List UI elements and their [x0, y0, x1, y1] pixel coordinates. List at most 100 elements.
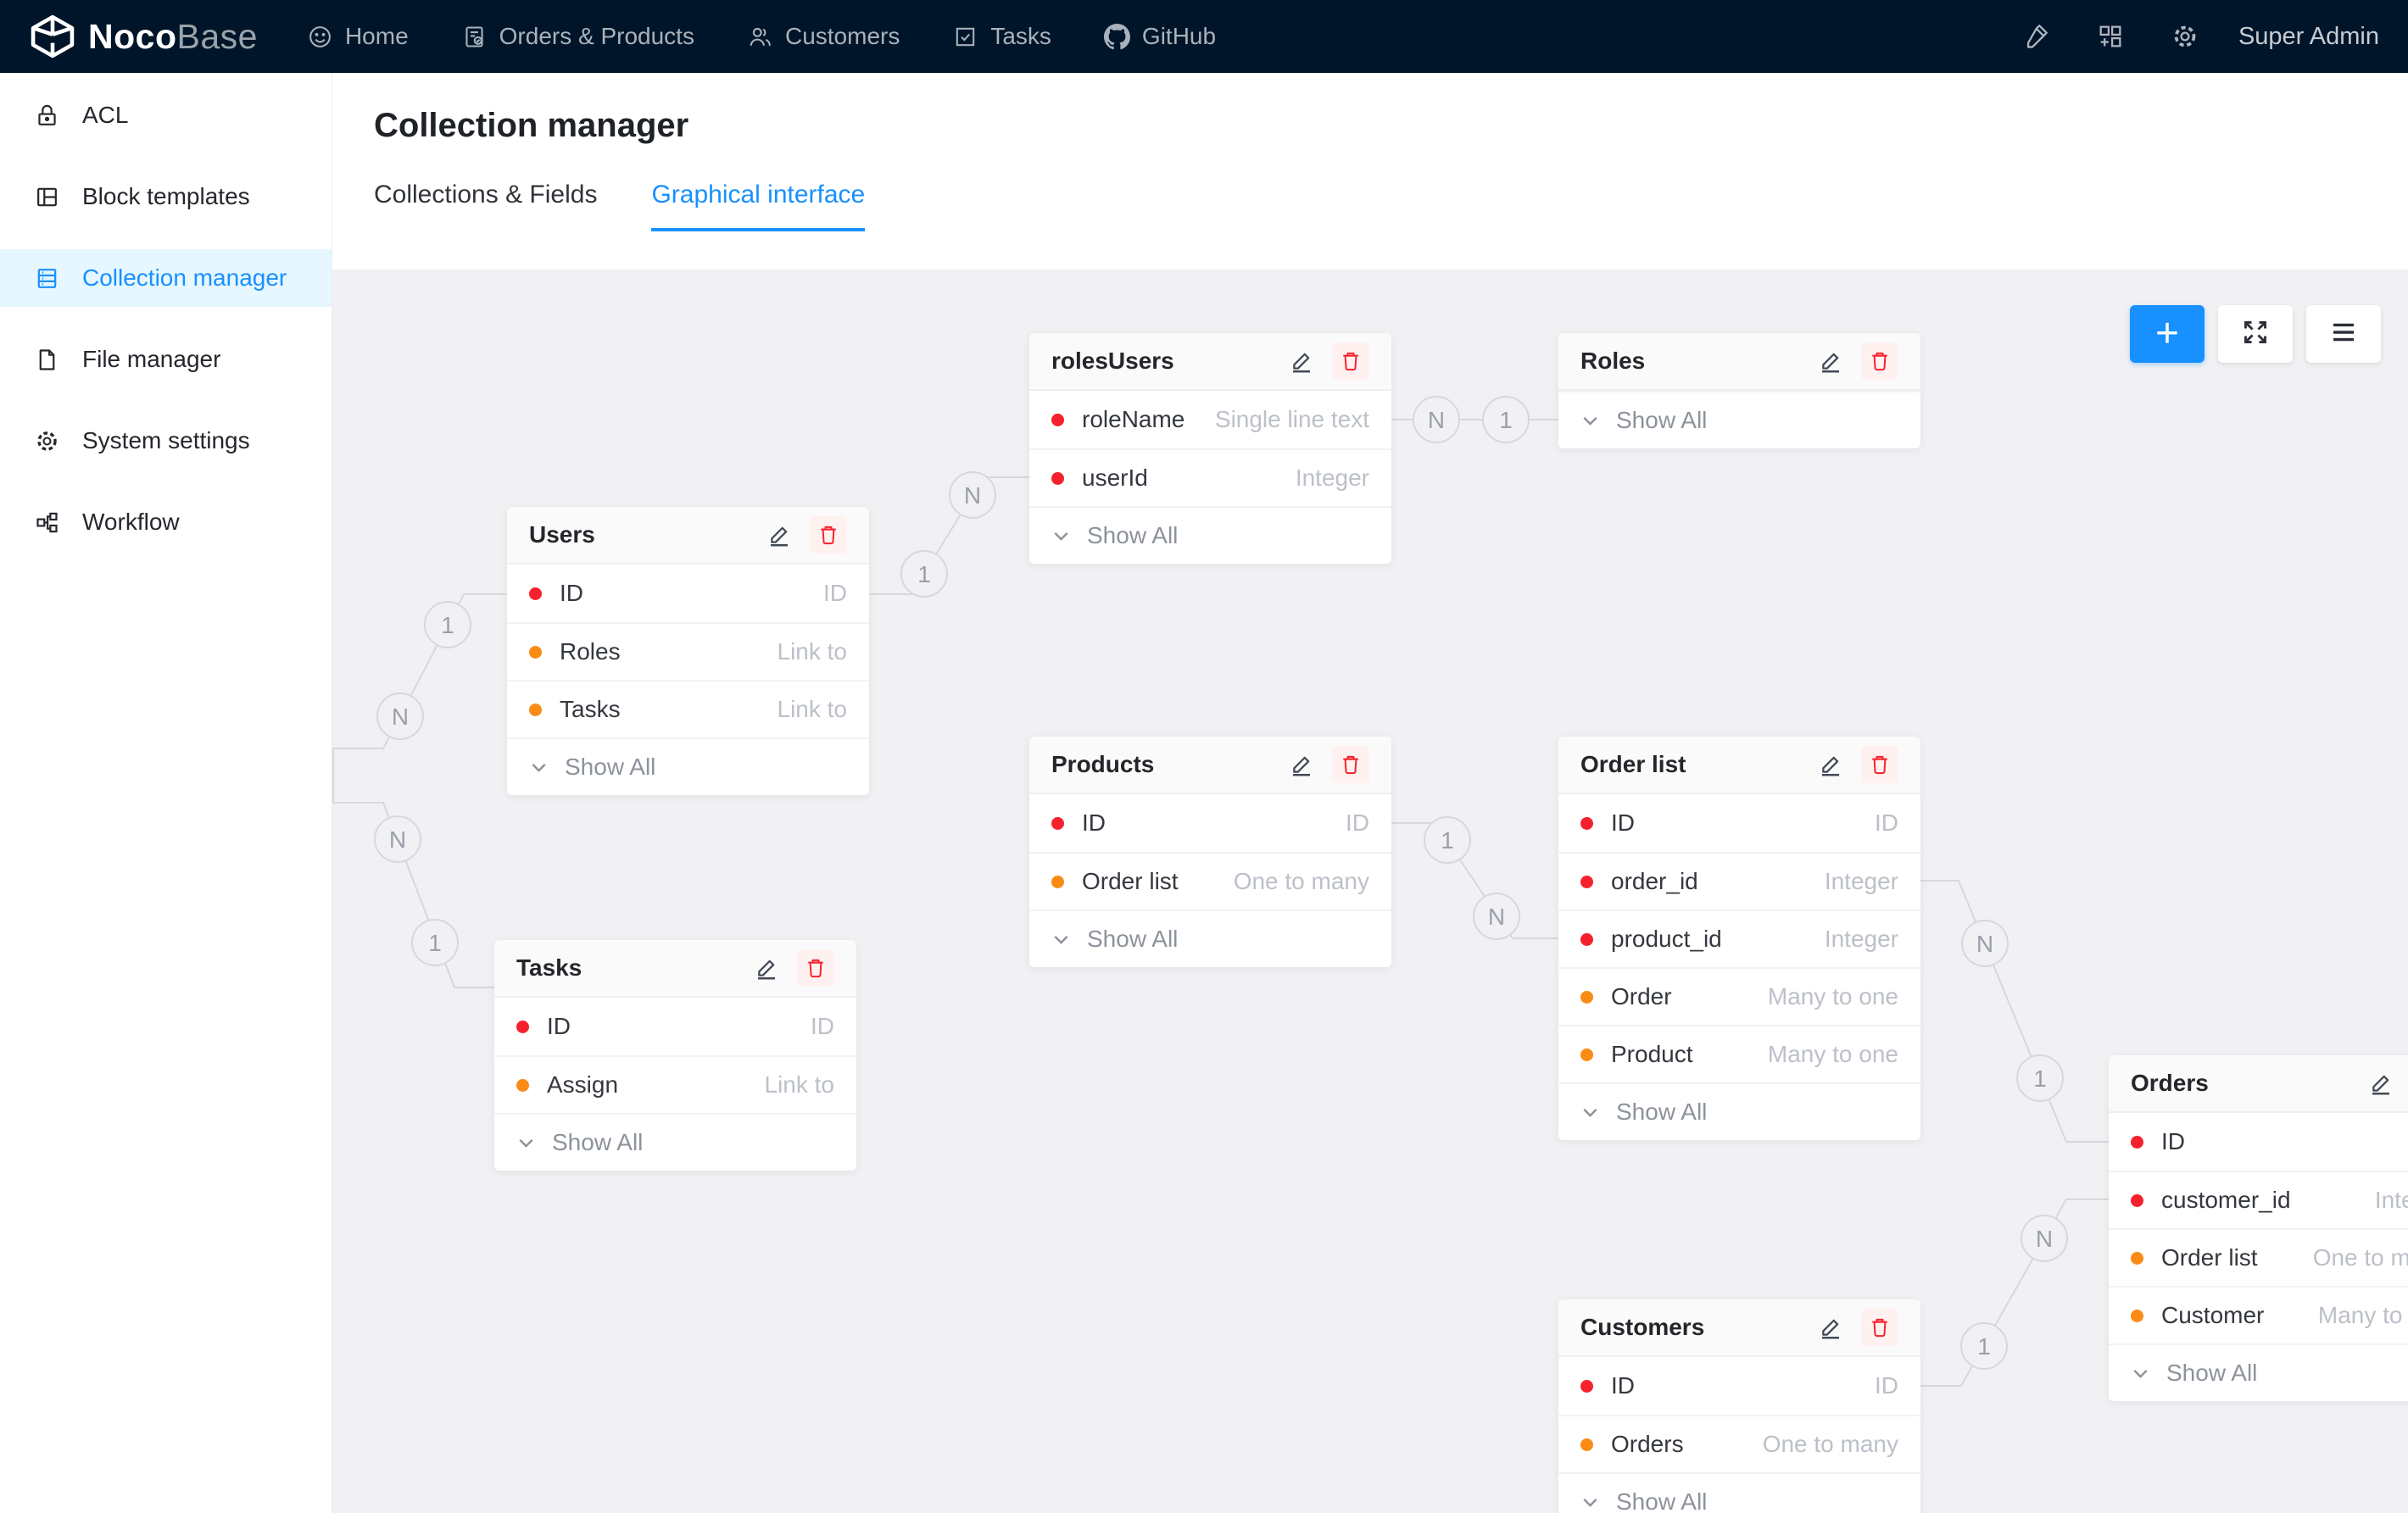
delete-collection-button[interactable] [810, 516, 847, 553]
edit-collection-button[interactable] [1817, 751, 1844, 778]
edit-collection-button[interactable] [1288, 348, 1315, 375]
er-diagram-canvas[interactable]: N 1 1 N 1 N N 1 1 N N 1 1 N [332, 270, 2408, 1513]
edit-collection-button[interactable] [1817, 348, 1844, 375]
nav-item-home[interactable]: Home [307, 0, 409, 73]
show-all-toggle-roles[interactable]: Show All [1558, 391, 1920, 448]
tab-graphical-interface[interactable]: Graphical interface [651, 181, 866, 231]
show-all-label: Show All [1616, 1488, 1708, 1513]
edit-collection-button[interactable] [2367, 1070, 2394, 1097]
collection-title: Roles [1580, 348, 1646, 374]
collection-card-users[interactable]: Users ID ID Roles Link to Tasks Link to [507, 507, 869, 795]
fullscreen-icon [2240, 317, 2271, 352]
hamburger-menu-icon [2328, 317, 2359, 352]
github-icon [1103, 23, 1130, 50]
connector-customers-orders: 1 N [1920, 1199, 2109, 1387]
field-name: ID [2161, 1128, 2185, 1154]
orange-dot-icon [1580, 1048, 1593, 1061]
trash-icon [1868, 753, 1892, 776]
collection-card-products[interactable]: Products ID ID Order list One to many Sh… [1029, 737, 1391, 967]
collection-card-order-list[interactable]: Order list ID ID order_id Integer produc… [1558, 737, 1920, 1140]
delete-collection-button[interactable] [1861, 1309, 1898, 1346]
chevron-down-icon [516, 1133, 536, 1153]
nav-item-label: GitHub [1141, 23, 1217, 49]
checkbox-icon [952, 24, 978, 50]
collection-card-customers[interactable]: Customers ID ID Orders One to many Show … [1558, 1299, 1920, 1513]
collection-card-orders[interactable]: Orders ID ID customer_id Integer Order l… [2109, 1055, 2408, 1401]
field-row-users-roles: Roles Link to [507, 622, 869, 680]
field-name: Order [1611, 983, 1672, 1010]
red-dot-icon [1051, 816, 1064, 830]
edit-collection-button[interactable] [753, 954, 780, 982]
nav-item-github[interactable]: GitHub [1103, 0, 1217, 73]
delete-collection-button[interactable] [1332, 342, 1369, 380]
settings-gear-icon[interactable] [2171, 22, 2199, 51]
show-all-toggle-users[interactable]: Show All [507, 737, 869, 795]
show-all-toggle-orders[interactable]: Show All [2109, 1343, 2408, 1401]
collection-card-roles[interactable]: Roles Show All [1558, 333, 1920, 448]
edit-collection-button[interactable] [1817, 1314, 1844, 1341]
edit-pencil-icon [2367, 1070, 2394, 1097]
field-type: One to many [1233, 868, 1369, 894]
nav-item-tasks[interactable]: Tasks [952, 0, 1051, 73]
delete-collection-button[interactable] [797, 949, 834, 987]
sidebar-item-collection-manager[interactable]: Collection manager [0, 249, 332, 307]
nav-item-customers[interactable]: Customers [747, 0, 900, 73]
edit-collection-button[interactable] [766, 521, 793, 548]
cardinality-label: N [1473, 893, 1520, 940]
field-type: ID [1875, 809, 1898, 836]
sidebar-item-acl[interactable]: ACL [0, 86, 332, 144]
show-all-toggle-products[interactable]: Show All [1029, 909, 1391, 967]
delete-collection-button[interactable] [1861, 746, 1898, 783]
svg-text:N: N [389, 826, 406, 853]
table-rows-icon [34, 265, 60, 292]
plugin-manager-icon[interactable] [2096, 22, 2125, 51]
orange-dot-icon [1051, 875, 1064, 888]
show-all-toggle-order-list[interactable]: Show All [1558, 1082, 1920, 1140]
nocobase-cube-icon [31, 14, 75, 58]
field-name: userId [1082, 464, 1148, 491]
ui-editor-icon[interactable] [2021, 22, 2050, 51]
main-menu: Home Orders & Products Customers Tasks G… [307, 0, 1268, 73]
cardinality-label: N [949, 471, 996, 519]
sidebar-item-label: Block templates [82, 183, 250, 209]
sidebar-item-file-manager[interactable]: File manager [0, 331, 332, 388]
show-all-toggle-tasks[interactable]: Show All [494, 1113, 856, 1171]
logo-text: NocoBase [88, 16, 258, 56]
field-name: roleName [1082, 406, 1185, 432]
tab-collections-fields[interactable]: Collections & Fields [374, 181, 598, 209]
nav-item-orders[interactable]: Orders & Products [461, 0, 694, 73]
field-type: ID [1875, 1372, 1898, 1399]
current-user-menu[interactable]: Super Admin [2238, 22, 2379, 50]
show-all-toggle-customers[interactable]: Show All [1558, 1472, 1920, 1513]
add-collection-button[interactable]: + [2130, 305, 2205, 363]
sidebar-item-label: Workflow [82, 509, 180, 535]
delete-collection-button[interactable] [1332, 746, 1369, 783]
field-name: Order list [2161, 1244, 2258, 1271]
fullscreen-button[interactable] [2218, 305, 2293, 363]
delete-collection-button[interactable] [1861, 342, 1898, 380]
card-actions [1817, 1309, 1898, 1346]
trash-icon [1868, 349, 1892, 373]
sidebar-item-system-settings[interactable]: System settings [0, 412, 332, 470]
order-document-icon [461, 24, 488, 50]
field-row-products-id: ID ID [1029, 794, 1391, 852]
chevron-down-icon [1580, 1103, 1600, 1122]
field-row-rolesusers-rolename: roleName Single line text [1029, 391, 1391, 448]
collection-card-rolesusers[interactable]: rolesUsers roleName Single line text use… [1029, 333, 1391, 564]
field-row-rolesusers-userid: userId Integer [1029, 448, 1391, 506]
nocobase-logo[interactable]: NocoBase [29, 14, 258, 58]
show-all-label: Show All [1087, 926, 1179, 952]
sidebar-item-workflow[interactable]: Workflow [0, 493, 332, 551]
cardinality-label: N [1413, 396, 1460, 443]
orange-dot-icon [529, 703, 542, 716]
field-row-orders-id: ID ID [2109, 1113, 2408, 1171]
cardinality-label: 1 [900, 550, 948, 598]
edit-collection-button[interactable] [1288, 751, 1315, 778]
show-all-label: Show All [552, 1129, 644, 1155]
field-name: product_id [1611, 926, 1722, 952]
show-all-toggle-rolesusers[interactable]: Show All [1029, 506, 1391, 564]
collection-card-tasks[interactable]: Tasks ID ID Assign Link to Show All [494, 940, 856, 1171]
diagram-menu-button[interactable] [2306, 305, 2381, 363]
card-actions [766, 516, 847, 553]
sidebar-item-block-templates[interactable]: Block templates [0, 168, 332, 225]
